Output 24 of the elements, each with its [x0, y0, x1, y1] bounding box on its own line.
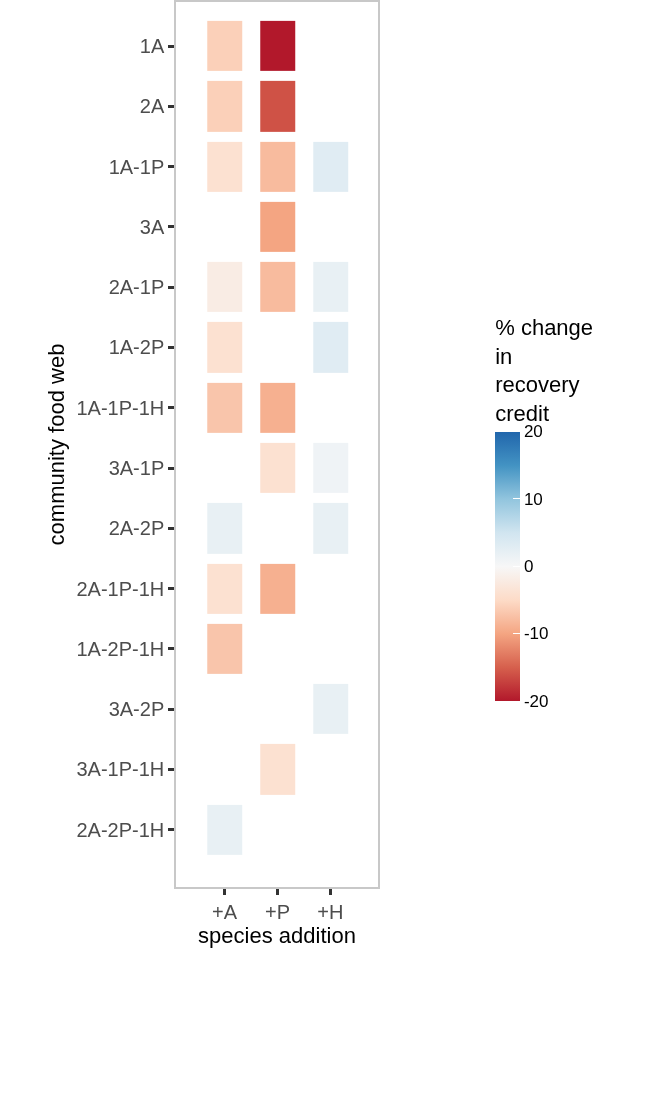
x-tick-label: +A: [212, 900, 238, 923]
color-bar-label: 10: [523, 489, 543, 509]
color-bar-label: -20: [523, 691, 549, 711]
color-bar-label: -10: [523, 624, 549, 644]
x-tick-label: +P: [265, 900, 291, 923]
y-tick-label: 2A-2P: [108, 517, 165, 540]
y-tick-label: 2A-2P-1H: [76, 818, 165, 841]
y-tick-label: 3A-2P: [108, 698, 165, 721]
y-tick-label: 2A: [139, 95, 165, 118]
color-bar-label: 0: [523, 557, 534, 577]
x-axis-title: species addition: [198, 923, 356, 949]
color-bar-label: 20: [523, 422, 543, 442]
y-tick-label: 1A-1P-1H: [76, 396, 165, 419]
y-tick-label: 1A-1P: [108, 155, 165, 178]
x-tick-label: +H: [317, 900, 344, 923]
y-tick-label: 2A-1P: [108, 276, 165, 299]
y-tick-label: 1A: [139, 35, 165, 58]
y-tick-label: 3A: [139, 215, 165, 238]
y-tick-label: 1A-2P: [108, 336, 165, 359]
y-tick-label: 1A-2P-1H: [76, 637, 165, 660]
y-tick-label: 2A-1P-1H: [76, 577, 165, 600]
y-axis-title: community food web: [43, 343, 69, 546]
y-tick-label: 3A-1P-1H: [76, 758, 165, 781]
y-tick-label: 3A-1P: [108, 457, 165, 480]
